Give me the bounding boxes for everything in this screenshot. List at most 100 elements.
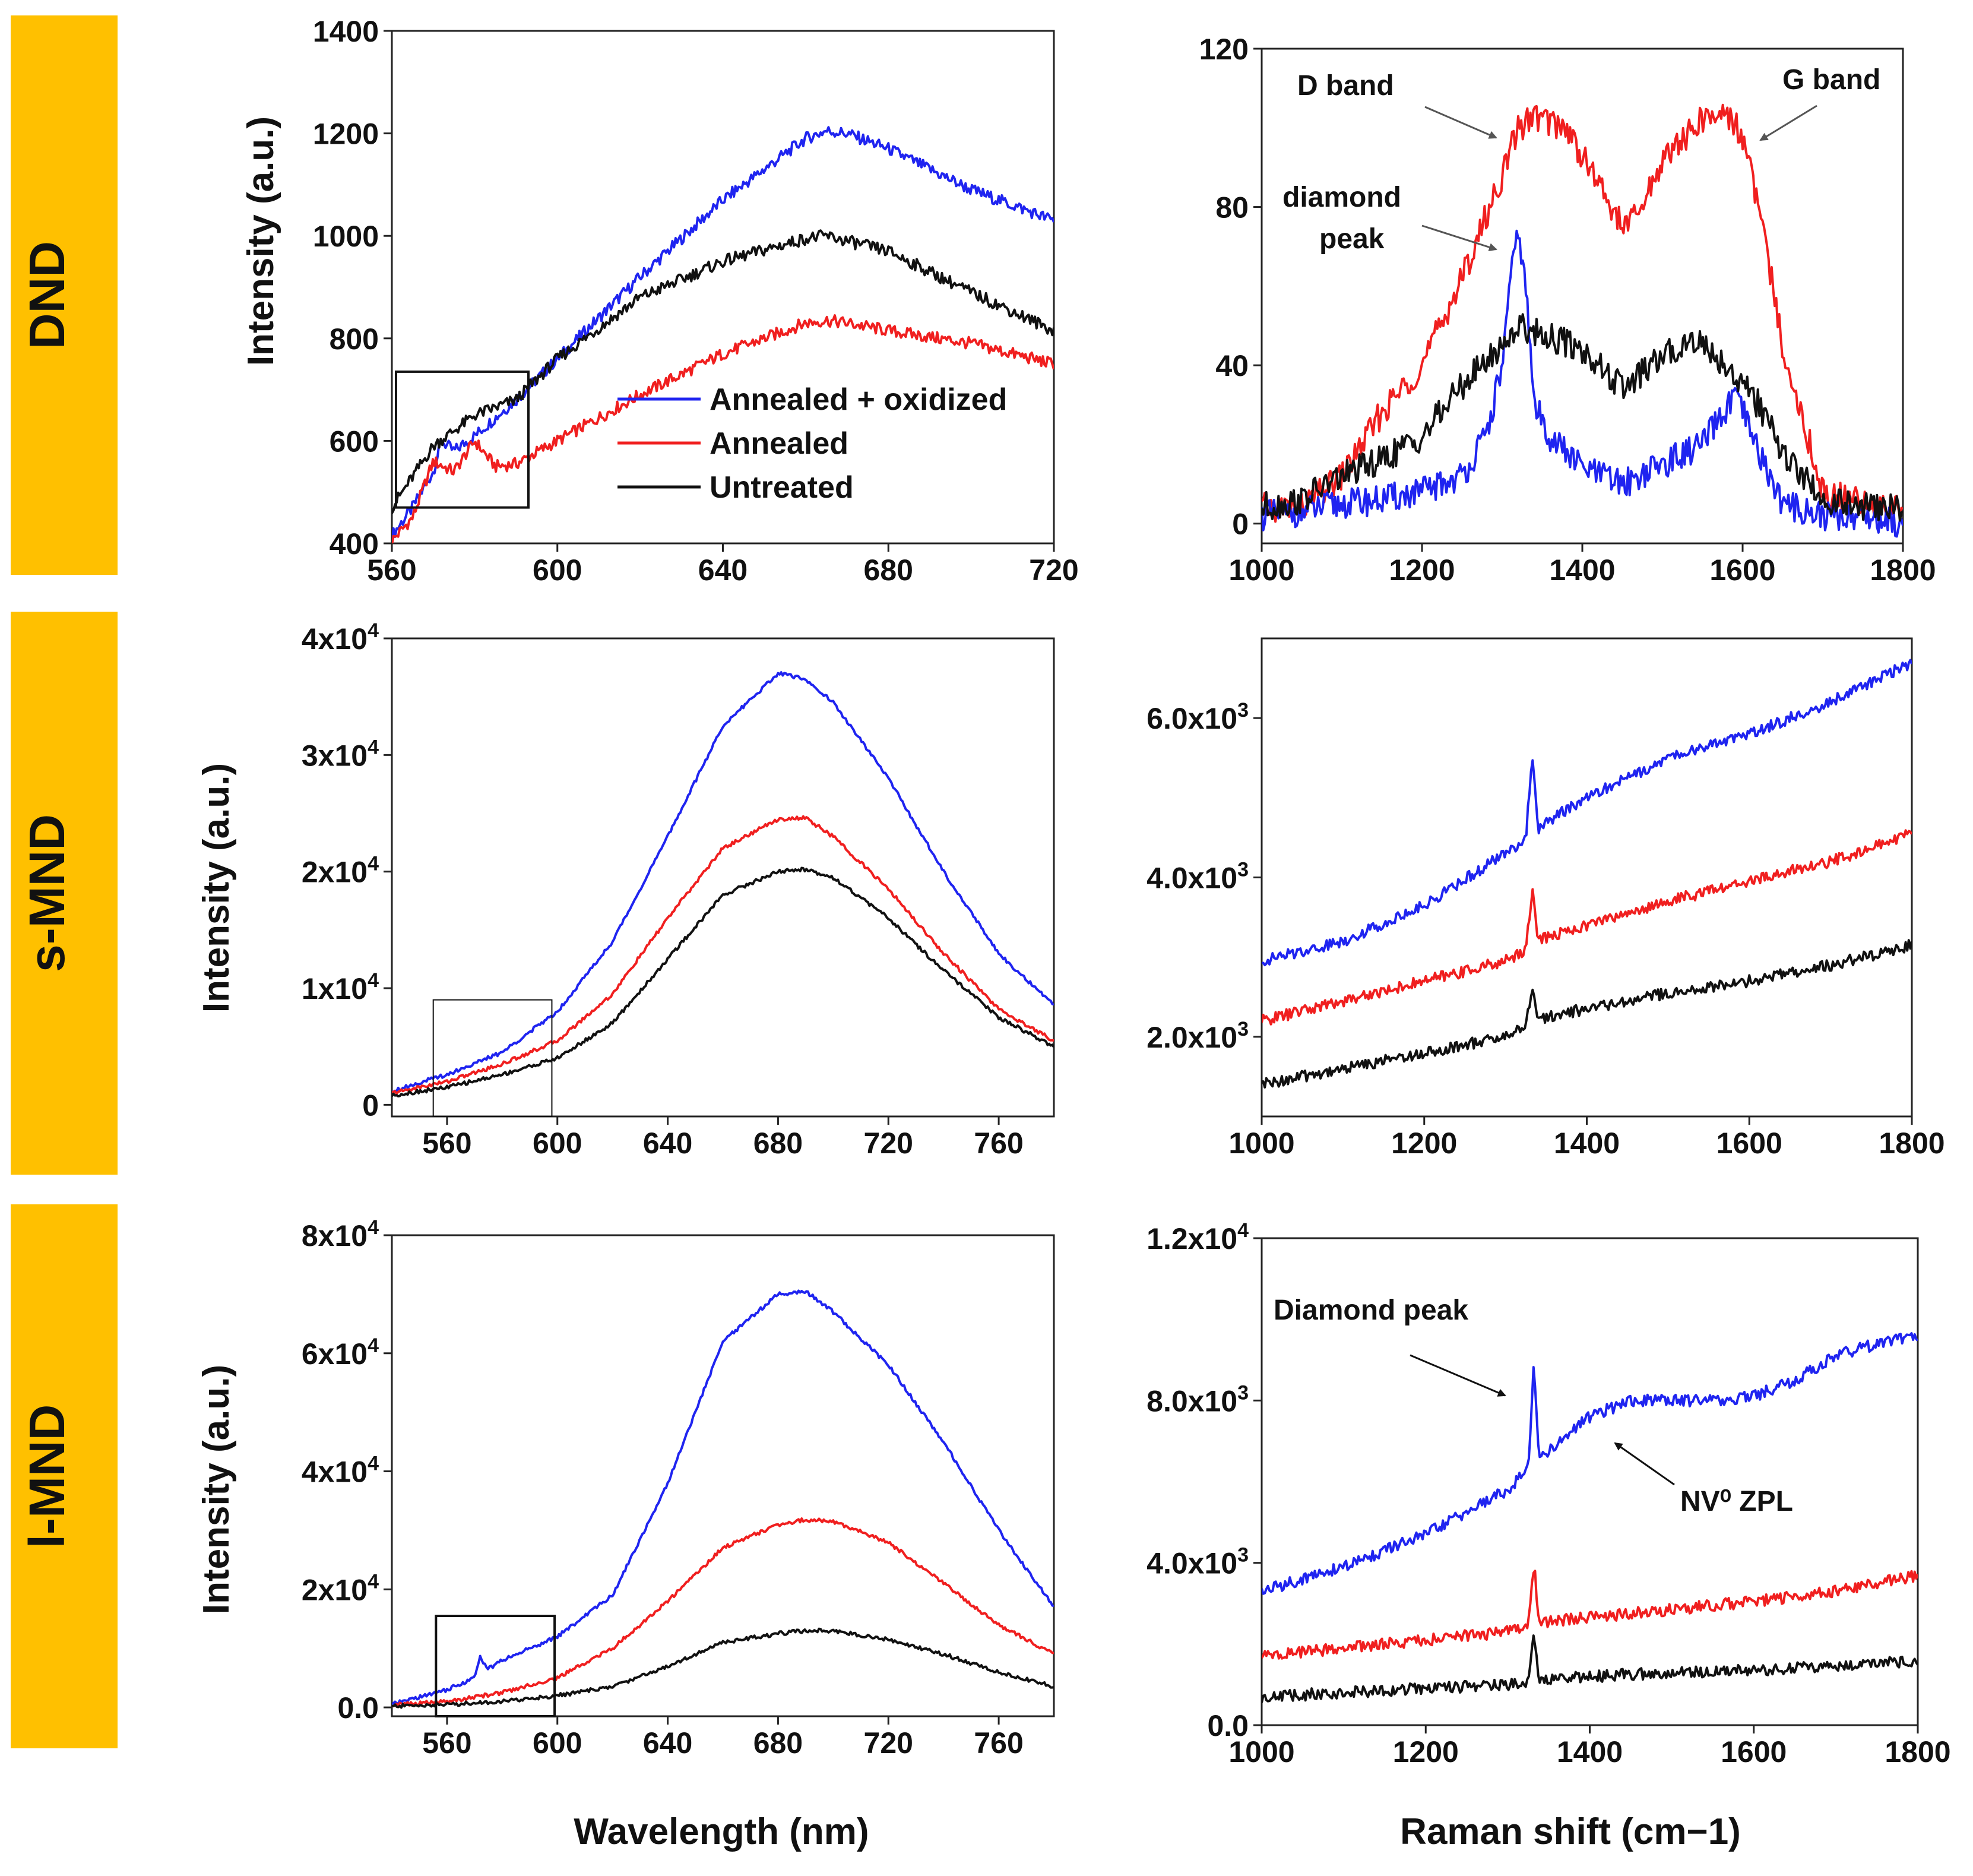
x-tick-label: 1200 (1393, 1735, 1459, 1769)
y-tick-label: 4x104 (302, 1453, 379, 1489)
y-tick-label: 400 (330, 527, 379, 561)
x-tick-label: 1000 (1228, 1735, 1294, 1769)
y-tick-label: 1x104 (302, 969, 379, 1005)
y-tick-label: 2x104 (302, 853, 379, 889)
y-axis-label-dnd: Intensity (a.u.) (240, 116, 281, 366)
y-tick-label: 1.2x104 (1147, 1219, 1249, 1255)
y-tick-label: 1000 (313, 220, 379, 253)
y-tick-label: 0.0 (1207, 1709, 1249, 1742)
x-tick-label: 1000 (1228, 553, 1294, 587)
x-tick-label: 560 (422, 1726, 471, 1760)
y-tick-label: 1400 (313, 15, 379, 48)
y-tick-label: 6x104 (302, 1334, 379, 1371)
y-tick-label: 4x104 (302, 619, 379, 656)
y-tick-label: 1200 (313, 118, 379, 151)
row-label-bar (11, 15, 118, 575)
y-tick-label: 3x104 (302, 736, 379, 772)
panel-smnd-pl: 560 600 640 680 720 760 0 1x104 2x104 3x104 4x104 (302, 619, 1055, 1160)
annotation-nv-zpl: NV⁰ ZPL (1680, 1486, 1793, 1517)
x-tick-label: 1200 (1391, 1127, 1457, 1160)
x-tick-label: 600 (533, 1726, 582, 1760)
row-label-text: s-MND (19, 814, 75, 972)
series-line-annealed-oxidized (1262, 229, 1903, 538)
x-tick-label: 560 (367, 553, 416, 587)
row-label-bar (11, 612, 118, 1175)
plot-frame (391, 30, 1055, 545)
series-line-annealed-oxidized (1262, 1332, 1918, 1595)
series-line-annealed-oxidized (392, 1289, 1054, 1706)
inset-zoom-box (394, 370, 530, 509)
series-line-untreated (392, 229, 1054, 514)
x-tick-label: 560 (422, 1127, 471, 1160)
y-tick-label: 120 (1199, 33, 1249, 66)
y-axis-label-lmnd: Intensity (a.u.) (196, 1365, 237, 1614)
x-tick-label: 1400 (1557, 1735, 1623, 1769)
series-line-annealed-oxidized (1262, 659, 1912, 967)
series-line-untreated (392, 1627, 1054, 1709)
y-tick-label: 80 (1215, 191, 1249, 224)
x-tick-label: 640 (643, 1726, 692, 1760)
row-label-dnd: DND (11, 15, 118, 575)
annotations-dnd-raman: D band G band diamond peak (1282, 64, 1880, 255)
series-line-annealed (392, 815, 1054, 1095)
x-tick-label: 600 (533, 1127, 582, 1160)
x-tick-label: 720 (864, 1726, 913, 1760)
x-tick-label: 1600 (1717, 1127, 1782, 1160)
row-label-bar (11, 1204, 118, 1748)
x-tick-label: 640 (643, 1127, 692, 1160)
x-tick-label: 720 (1029, 553, 1078, 587)
y-tick-label: 8.0x103 (1147, 1381, 1249, 1418)
series-line-annealed-oxidized (392, 671, 1054, 1093)
legend-label-annealed: Annealed (710, 426, 848, 461)
panel-smnd-raman: 1000 1200 1400 1600 1800 2.0x103 4.0x103 6.0x10… (1147, 637, 1945, 1160)
series-line-untreated (1262, 313, 1903, 522)
x-tick-label: 600 (533, 553, 582, 587)
annotation-g-band: G band (1782, 64, 1880, 96)
x-axis-label-raman-shift: Raman shift (cm−1) (1400, 1811, 1741, 1852)
x-tick-label: 1600 (1709, 553, 1775, 587)
y-tick-label: 2.0x103 (1147, 1018, 1249, 1054)
series-line-untreated (392, 866, 1054, 1097)
y-axis-label-smnd: Intensity (a.u.) (196, 763, 237, 1013)
inset-zoom-box (432, 999, 553, 1118)
inset-zoom-box (435, 1615, 556, 1718)
plot-frame (391, 637, 1055, 1118)
legend: Annealed + oxidized Annealed Untreated (617, 382, 1007, 505)
annotation-diamond-peak-line2: peak (1319, 223, 1385, 255)
x-tick-label: 1800 (1870, 553, 1936, 587)
annotation-diamond-peak-line1: diamond (1282, 182, 1401, 213)
y-tick-label: 0.0 (337, 1691, 379, 1725)
series-line-annealed (1262, 1570, 1918, 1660)
annotation-nv-zpl-arrow (1614, 1442, 1675, 1486)
x-tick-label: 680 (753, 1127, 803, 1160)
annotation-diamond-peak: Diamond peak (1274, 1295, 1468, 1326)
row-label-smnd: s-MND (11, 612, 118, 1175)
y-tick-label: 4.0x103 (1147, 859, 1249, 895)
annotation-diamond-peak-arrow (1421, 224, 1497, 252)
series-line-annealed-oxidized (392, 126, 1054, 542)
annotations-lmnd-raman: Diamond peak NV⁰ ZPL (1274, 1295, 1793, 1517)
series-line-untreated (1262, 1634, 1918, 1703)
y-tick-label: 8x104 (302, 1216, 379, 1252)
series-line-annealed (392, 1517, 1054, 1708)
row-label-text: l-MND (19, 1404, 75, 1549)
y-tick-label: 800 (330, 322, 379, 356)
row-label-text: DND (19, 241, 75, 349)
x-tick-label: 1400 (1554, 1127, 1620, 1160)
x-tick-label: 1400 (1549, 553, 1615, 587)
panel-lmnd-raman: 1000 1200 1400 1600 1800 0.0 4.0x103 8.0x103 1.2… (1147, 1219, 1950, 1769)
y-tick-label: 0 (362, 1089, 379, 1122)
x-tick-label: 1200 (1389, 553, 1455, 587)
y-tick-label: 6.0x103 (1147, 699, 1249, 735)
x-tick-label: 760 (974, 1726, 1023, 1760)
x-tick-label: 760 (974, 1127, 1023, 1160)
panel-dnd-pl: 560 600 640 680 720 400 600 800 1000 1200 1400 (313, 15, 1079, 587)
y-tick-label: 2x104 (302, 1570, 379, 1606)
x-tick-label: 1000 (1228, 1127, 1294, 1160)
x-tick-label: 1600 (1721, 1735, 1787, 1769)
x-axis-label-wavelength: Wavelength (nm) (574, 1811, 869, 1852)
series-line-untreated (1262, 939, 1912, 1089)
y-tick-label: 600 (330, 425, 379, 458)
plot-frame (391, 1234, 1055, 1717)
